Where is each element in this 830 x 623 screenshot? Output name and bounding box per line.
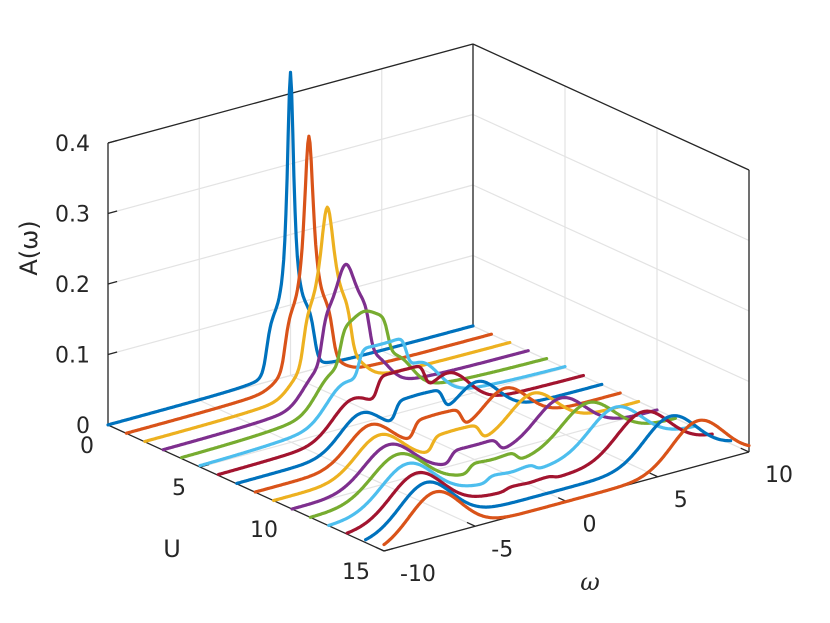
y-tick-label: 0	[80, 434, 94, 459]
z-tick-mark	[107, 351, 118, 356]
z-tick-label: 0	[76, 414, 90, 439]
y-axis-line	[107, 424, 385, 552]
z-tick-mark	[107, 210, 118, 215]
y-axis-label: U	[163, 535, 181, 563]
y-tick-label: 10	[250, 518, 278, 543]
x-axis-label: ω	[580, 568, 600, 596]
series-line-u-4	[180, 309, 549, 460]
x-tick-mark	[649, 472, 659, 478]
series-line-u-1	[124, 134, 493, 435]
series-line-u-5	[198, 337, 567, 468]
y-tick-mark	[383, 547, 394, 552]
grid-line	[290, 374, 567, 503]
x-tick-label: -10	[400, 562, 436, 587]
z-tick-label: 0.2	[55, 273, 90, 298]
series-line-u-9	[272, 391, 641, 503]
x-tick-label: 0	[583, 513, 597, 538]
grid-line	[199, 399, 476, 527]
series-line-u-7	[235, 379, 604, 485]
series-line-u-3	[161, 262, 530, 452]
series-line-u-2	[143, 205, 512, 444]
series-line-u-15	[382, 418, 751, 547]
z-tick-mark	[107, 280, 118, 285]
x-tick-mark	[466, 521, 476, 527]
chart-tick-labels: 0 0.1 0.2 0.3 0.4 0 5 10 15 -10 -5 0 5 10	[55, 132, 793, 587]
box-edge	[472, 43, 750, 171]
series-line-u-6	[216, 364, 585, 477]
x-tick-label: 5	[674, 488, 688, 513]
grid-line	[472, 184, 750, 312]
series-line-u-0	[106, 70, 475, 427]
z-tick-label: 0.3	[55, 203, 90, 228]
x-tick-mark	[375, 546, 385, 552]
chart-axis-labels: A(ω) U ω	[15, 220, 600, 596]
z-axis-label: A(ω)	[15, 220, 43, 275]
series-line-u-14	[364, 414, 733, 542]
z-tick-mark	[107, 139, 118, 144]
chart-series-lines	[106, 70, 751, 547]
grid-line	[472, 254, 750, 383]
y-tick-label: 15	[342, 560, 370, 585]
x-tick-label: -5	[491, 537, 513, 562]
grid-line	[291, 409, 658, 510]
series-line-u-11	[308, 400, 677, 519]
series-line-u-8	[253, 386, 622, 494]
series-line-u-13	[345, 409, 714, 535]
series-line-u-10	[290, 396, 659, 511]
x-tick-label: 10	[765, 463, 793, 488]
x-tick-mark	[740, 447, 750, 453]
z-tick-label: 0.1	[55, 344, 90, 369]
grid-line	[472, 113, 750, 242]
grid-line	[381, 350, 658, 478]
z-tick-label: 0.4	[55, 132, 90, 157]
series-line-u-12	[327, 405, 696, 527]
y-tick-label: 5	[172, 476, 186, 501]
